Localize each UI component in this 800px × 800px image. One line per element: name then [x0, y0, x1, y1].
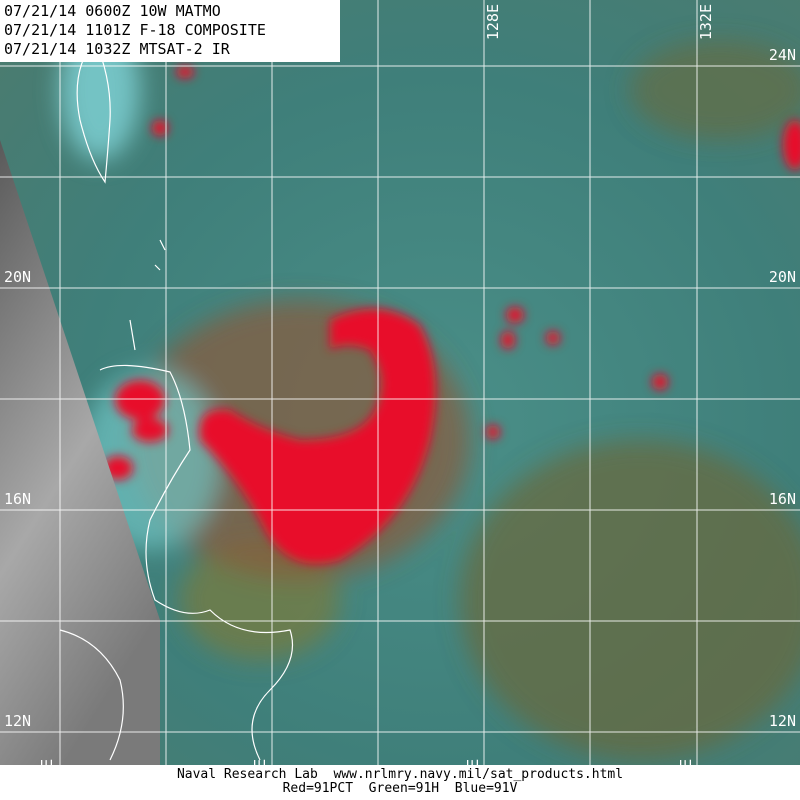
- longitude-label: 128E: [484, 4, 502, 40]
- latitude-label: 16N: [769, 490, 796, 508]
- latitude-label: 20N: [769, 268, 796, 286]
- longitude-label: 132E: [697, 4, 715, 40]
- footer-line: Naval Research Lab www.nrlmry.navy.mil/s…: [177, 767, 623, 782]
- longitude-label: 124E: [251, 759, 269, 795]
- footer-line: Red=91PCT Green=91H Blue=91V: [283, 781, 518, 796]
- latitude-label: 12N: [4, 712, 31, 730]
- latitude-label: 20N: [4, 268, 31, 286]
- header-line: 07/21/14 0600Z 10W MATMO: [4, 2, 221, 20]
- longitude-label: 132E: [677, 759, 695, 795]
- longitude-label: 128E: [464, 759, 482, 795]
- latitude-label: 12N: [769, 712, 796, 730]
- latitude-label: 24N: [769, 46, 796, 64]
- lat-lon-grid: [0, 0, 800, 765]
- header-line: 07/21/14 1101Z F-18 COMPOSITE: [4, 21, 266, 39]
- latitude-label: 16N: [4, 490, 31, 508]
- longitude-label: 120E: [38, 759, 56, 795]
- header-line: 07/21/14 1032Z MTSAT-2 IR: [4, 40, 231, 58]
- header-box: [0, 0, 340, 62]
